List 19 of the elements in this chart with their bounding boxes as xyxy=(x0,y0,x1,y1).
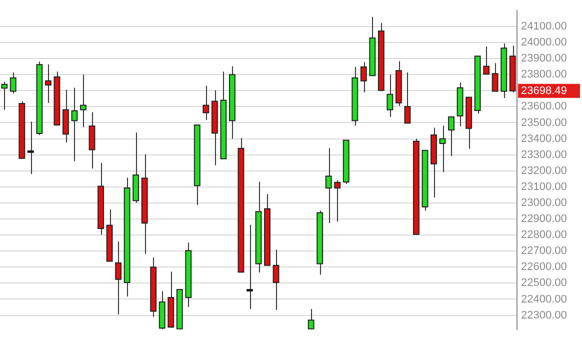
y-tick-label: 23500.00 xyxy=(521,116,567,129)
y-tick-label: 23800.00 xyxy=(521,68,567,81)
y-tick-label: 23600.00 xyxy=(521,100,567,113)
y-tick-label: 23200.00 xyxy=(521,164,567,177)
y-tick-label: 24100.00 xyxy=(521,20,567,33)
y-tick-label: 22500.00 xyxy=(521,277,567,290)
text: 23698.49 xyxy=(521,84,567,97)
y-tick-label: 23400.00 xyxy=(521,132,567,145)
y-tick-label: 22300.00 xyxy=(521,309,567,322)
y-tick-label: 22400.00 xyxy=(521,293,567,306)
y-tick-label: 24000.00 xyxy=(521,36,567,49)
y-tick-label: 22700.00 xyxy=(521,245,567,258)
y-tick-label: 23300.00 xyxy=(521,148,567,161)
y-tick-label: 23100.00 xyxy=(521,180,567,193)
y-tick-label: 22600.00 xyxy=(521,261,567,274)
y-tick-label: 22900.00 xyxy=(521,213,567,226)
y-tick-label: 23000.00 xyxy=(521,197,567,209)
y-tick-label: 22800.00 xyxy=(521,229,567,242)
y-tick-label: 23900.00 xyxy=(521,52,567,65)
